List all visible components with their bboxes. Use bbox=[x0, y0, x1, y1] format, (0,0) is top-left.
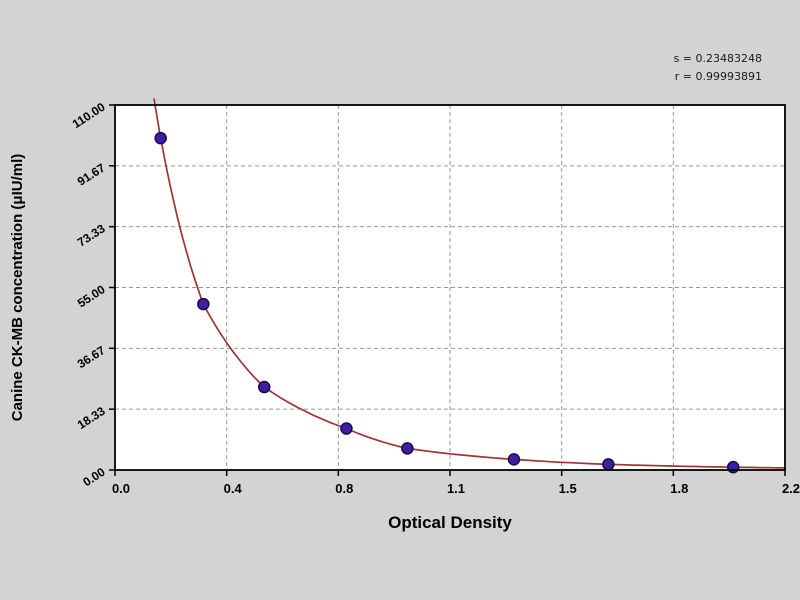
fit-s-value: s = 0.23483248 bbox=[673, 52, 762, 65]
data-point bbox=[340, 422, 353, 435]
y-tick-label: 18.33 bbox=[75, 404, 108, 432]
x-tick-label: 1.8 bbox=[670, 481, 688, 496]
x-tick-label: 1.5 bbox=[559, 481, 577, 496]
plot-border bbox=[114, 104, 786, 471]
fit-statistics: s = 0.23483248 r = 0.99993891 bbox=[674, 50, 762, 86]
y-tick-label: 73.33 bbox=[75, 221, 108, 249]
data-point bbox=[257, 380, 271, 394]
data-point bbox=[401, 442, 414, 455]
data-point bbox=[507, 453, 521, 466]
x-tick-label: 0.4 bbox=[224, 481, 243, 496]
standard-curve-line bbox=[153, 98, 785, 469]
y-tick-label: 55.00 bbox=[75, 282, 108, 310]
data-point bbox=[602, 458, 615, 471]
y-tick-label: 91.67 bbox=[75, 160, 108, 188]
data-point bbox=[726, 460, 740, 474]
x-tick-label: 1.1 bbox=[447, 481, 465, 496]
x-tick-label: 0.0 bbox=[112, 481, 130, 496]
y-tick-label: 0.00 bbox=[80, 465, 107, 490]
data-point bbox=[197, 297, 210, 311]
data-point bbox=[154, 131, 167, 145]
y-axis-title: Canine CK-MB concentration (μIU/ml) bbox=[9, 154, 26, 422]
y-tick-label: 36.67 bbox=[75, 343, 108, 371]
fit-r-value: r = 0.99993891 bbox=[674, 70, 762, 83]
x-axis-title: Optical Density bbox=[388, 513, 512, 532]
x-tick-label: 0.8 bbox=[335, 481, 353, 496]
x-tick-label: 2.2 bbox=[782, 481, 800, 496]
y-tick-label: 110.00 bbox=[70, 100, 108, 132]
